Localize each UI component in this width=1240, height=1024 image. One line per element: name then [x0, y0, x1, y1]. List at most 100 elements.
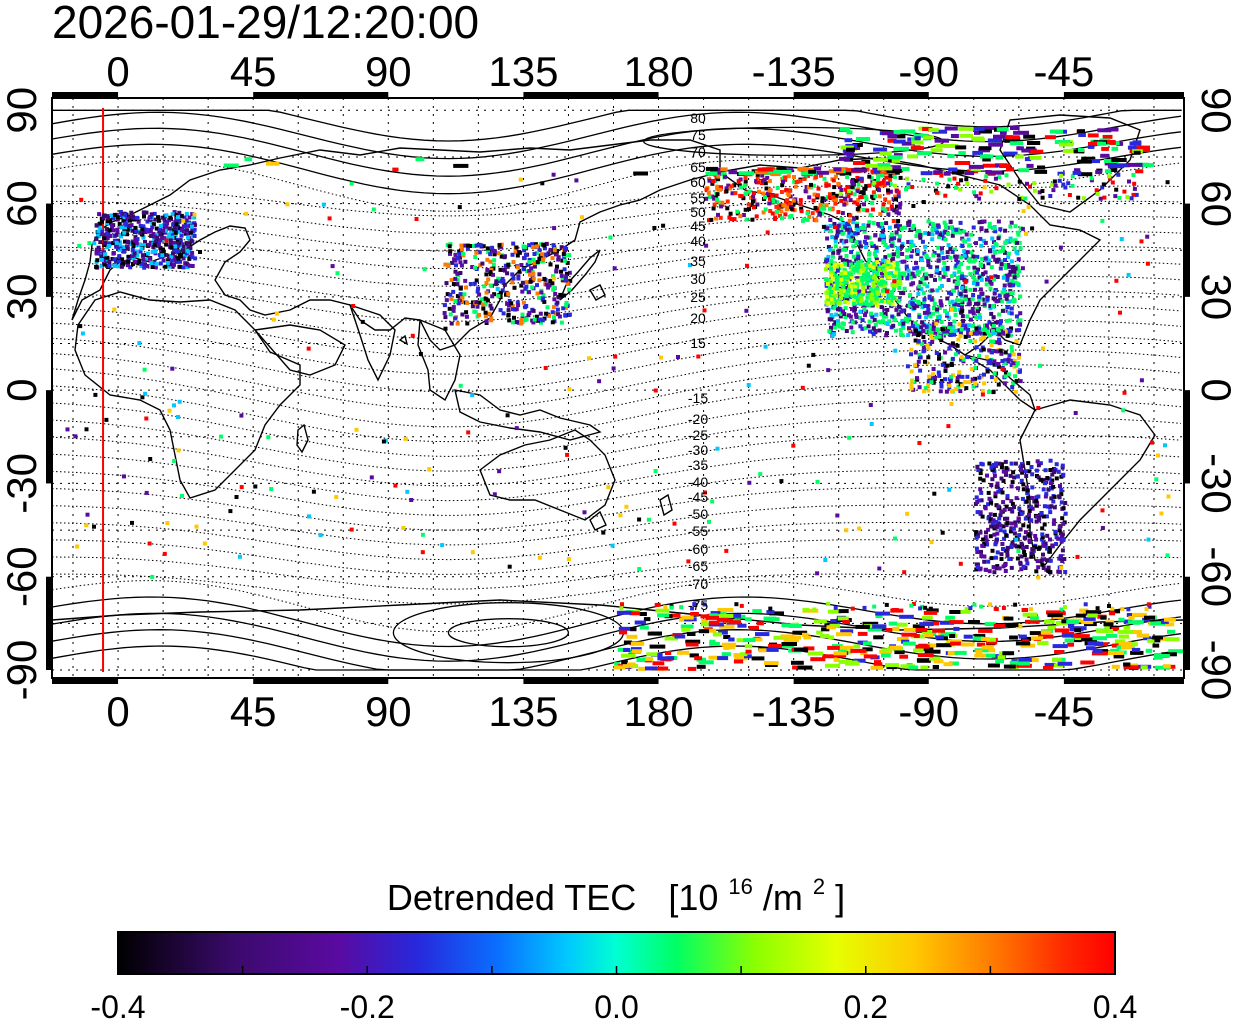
tec-point	[833, 658, 840, 662]
tec-point	[1015, 281, 1020, 286]
tec-point	[158, 224, 163, 229]
tec-point	[751, 191, 756, 196]
tec-point	[880, 261, 885, 266]
tec-point	[955, 254, 960, 259]
tec-point	[1157, 653, 1170, 658]
tec-point	[1063, 501, 1068, 505]
tec-point	[1122, 189, 1127, 194]
tec-point	[883, 312, 888, 316]
tec-point	[839, 296, 844, 300]
tec-point	[153, 265, 158, 270]
tec-point	[716, 212, 720, 217]
tec-point	[178, 254, 183, 259]
tec-point	[739, 652, 748, 657]
tec-point	[853, 284, 858, 289]
tec-point	[848, 265, 853, 270]
tec-point	[851, 168, 867, 173]
tec-point	[1018, 379, 1023, 384]
tec-point	[1027, 533, 1032, 538]
tec-point	[1004, 533, 1009, 538]
tec-point	[1165, 553, 1170, 558]
tec-point	[892, 626, 900, 631]
tec-point	[1037, 165, 1046, 170]
tec-point	[926, 256, 931, 261]
tec-point	[154, 262, 159, 267]
tec-point	[788, 624, 802, 628]
tec-point	[950, 134, 959, 138]
tec-point	[960, 286, 964, 291]
tec-point	[987, 496, 992, 501]
tec-point	[827, 195, 832, 200]
tec-point	[931, 367, 936, 371]
tec-point	[492, 292, 497, 297]
tec-point	[747, 189, 752, 194]
tec-point	[886, 628, 893, 632]
tec-point	[877, 166, 893, 171]
tec-point	[924, 324, 929, 329]
tec-point	[601, 530, 606, 535]
tec-point	[458, 292, 463, 297]
tec-point	[1048, 510, 1053, 515]
tec-point	[805, 217, 810, 222]
tec-point	[1026, 205, 1031, 210]
tec-point	[825, 663, 841, 668]
tec-point	[1139, 239, 1144, 244]
tec-point	[568, 278, 573, 283]
tec-point	[987, 333, 992, 338]
tec-point	[1101, 146, 1109, 151]
tec-point	[880, 206, 885, 211]
tec-point	[844, 289, 849, 294]
tec-point	[907, 313, 912, 318]
tec-point	[1002, 381, 1007, 386]
tec-point	[126, 259, 131, 264]
tec-point	[993, 288, 998, 293]
tec-point	[936, 245, 941, 250]
tec-point	[823, 277, 828, 282]
tec-point	[764, 661, 779, 666]
tec-point	[919, 287, 924, 292]
tec-point	[1166, 494, 1171, 499]
tec-point	[1010, 502, 1015, 506]
contour-label: -45	[688, 489, 708, 505]
tec-point	[764, 186, 769, 191]
tec-point	[1000, 490, 1005, 495]
tec-point	[551, 243, 556, 248]
tec-point	[923, 244, 928, 249]
tec-point	[939, 320, 944, 324]
tec-point	[1047, 569, 1052, 574]
tec-point	[998, 523, 1003, 528]
tec-point	[125, 246, 130, 251]
tec-point	[848, 198, 853, 203]
tec-point	[885, 331, 889, 335]
tec-point	[869, 274, 874, 279]
tec-point	[920, 665, 929, 670]
tec-point	[524, 280, 529, 285]
tec-point	[899, 654, 909, 659]
tec-point	[950, 356, 955, 361]
tec-point	[890, 134, 906, 139]
tec-point	[1035, 559, 1040, 564]
tec-point	[457, 205, 462, 210]
tec-point	[768, 169, 778, 174]
tec-point	[949, 324, 953, 329]
tec-point	[475, 304, 480, 309]
tec-point	[917, 229, 921, 233]
tec-point	[976, 267, 980, 272]
tec-point	[563, 245, 567, 250]
tec-point	[998, 249, 1002, 254]
tec-point	[1014, 339, 1019, 344]
grid-lines	[52, 98, 1184, 678]
tec-point	[872, 261, 877, 266]
tec-point	[900, 244, 904, 249]
tec-point	[483, 310, 488, 315]
tec-point	[561, 252, 566, 256]
tec-point	[739, 603, 744, 608]
tec-point	[903, 225, 907, 230]
tec-point	[829, 313, 834, 317]
tec-point	[875, 271, 880, 276]
tec-point	[898, 224, 902, 229]
tec-point	[827, 329, 832, 334]
tec-point	[1057, 178, 1062, 183]
tec-point	[908, 228, 913, 232]
tec-point	[917, 653, 934, 658]
